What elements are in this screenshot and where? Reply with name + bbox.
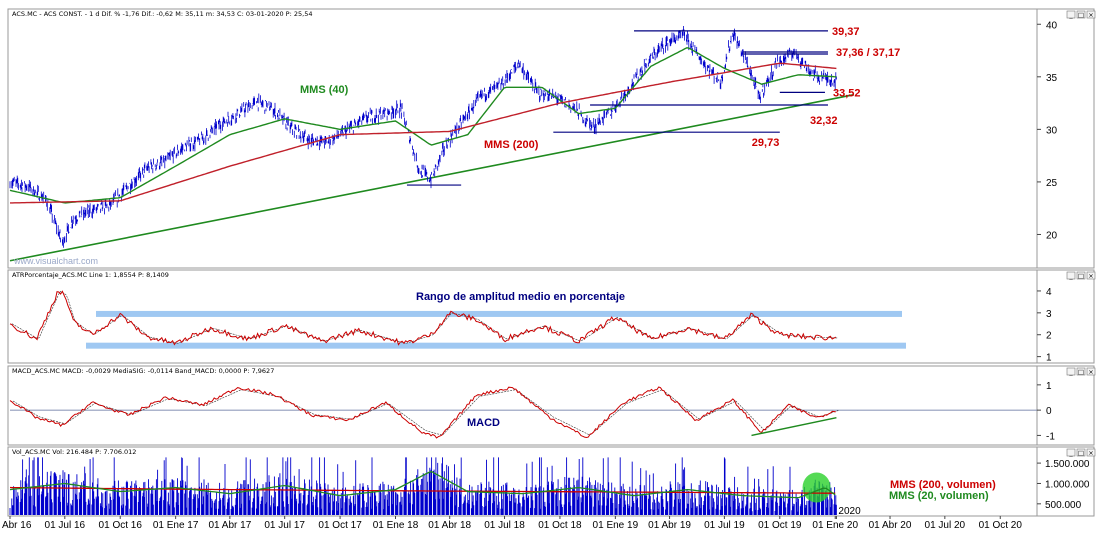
macd-divergence-line xyxy=(751,417,837,437)
price-ytick-label: 35 xyxy=(1046,73,1058,84)
resistance-39-37-label: 39,37 xyxy=(832,26,860,38)
price-ytick-label: 25 xyxy=(1046,178,1058,189)
price-minimize-button[interactable] xyxy=(1066,10,1076,19)
ma40-line xyxy=(9,46,837,204)
x-tick-label: 01 Ene 20 xyxy=(812,520,858,531)
ma40-label: MMS (40) xyxy=(300,84,349,96)
volume-minimize-button[interactable] xyxy=(1066,448,1076,457)
volume-header: Vol_ACS.MC Vol: 216.484 P: 7.706.012 xyxy=(12,448,136,456)
x-tick-label: 01 Jul 18 xyxy=(484,520,525,531)
volume-ytick-label: 500.000 xyxy=(1045,500,1082,511)
atr-ytick-label: 1 xyxy=(1046,353,1052,364)
x-tick-label: 01 Jul 19 xyxy=(704,520,745,531)
atr-line xyxy=(9,290,837,346)
macd-minimize-icon: _ xyxy=(1068,368,1073,376)
volume-ytick-label: 1.500.000 xyxy=(1045,459,1090,470)
macd-title: MACD xyxy=(467,417,500,429)
long-term-trendline xyxy=(9,93,855,262)
volume-panel[interactable]: Vol_ACS.MC Vol: 216.484 P: 7.706.012 500.… xyxy=(9,448,1090,515)
price-panel[interactable]: ACS.MC - ACS CONST. - 1 d Dif. % -1,76 D… xyxy=(9,10,1058,266)
x-tick-label: 01 Oct 18 xyxy=(538,520,582,531)
atr-lower-band xyxy=(86,342,906,349)
atr-minimize-button[interactable] xyxy=(1066,271,1076,280)
macd-panel[interactable]: MACD_ACS.MC MACD: -0,0029 MediaSIG: -0,0… xyxy=(9,367,1055,442)
x-tick-label: 01 Jul 16 xyxy=(45,520,86,531)
atr-maximize-icon: □ xyxy=(1078,272,1084,280)
price-close-button[interactable] xyxy=(1086,10,1096,19)
x-tick-label: 01 Ene 19 xyxy=(593,520,639,531)
x-tick-label: 01 Ene 18 xyxy=(373,520,419,531)
atr-upper-band xyxy=(96,310,902,317)
price-bars xyxy=(9,26,837,248)
volume-ma20-line xyxy=(9,470,836,499)
price-ytick-label: 30 xyxy=(1046,125,1058,136)
volume-maximize-icon: □ xyxy=(1078,449,1084,457)
macd-maximize-button[interactable] xyxy=(1076,367,1086,376)
macd-line xyxy=(9,386,836,439)
x-tick-label: 01 Abr 20 xyxy=(869,520,912,531)
macd-header: MACD_ACS.MC MACD: -0,0029 MediaSIG: -0,0… xyxy=(12,367,274,375)
x-tick-label: 01 Oct 20 xyxy=(979,520,1023,531)
volume-ma20-label: MMS (20, volumen) xyxy=(889,490,989,502)
x-tick-label: 01 Abr 18 xyxy=(428,520,471,531)
atr-header: ATRPorcentaje_ACS.MC Line 1: 1,8554 P: 8… xyxy=(12,271,169,279)
macd-maximize-icon: □ xyxy=(1078,368,1084,376)
macd-close-icon: × xyxy=(1088,368,1093,376)
volume-close-icon: × xyxy=(1088,449,1093,457)
volume-close-button[interactable] xyxy=(1086,448,1096,457)
macd-ytick-label: -1 xyxy=(1046,431,1055,442)
price-ytick-label: 20 xyxy=(1046,230,1058,241)
resistance-37-36-label: 37,36 / 37,17 xyxy=(836,47,900,59)
atr-ytick-label: 2 xyxy=(1046,331,1052,342)
support-33-52-label: 33,52 xyxy=(833,87,861,99)
panel-frames: _ □ × _ □ × _ □ × _ □ × xyxy=(7,8,1096,517)
price-minimize-icon: _ xyxy=(1068,11,1073,19)
x-tick-label: 01 Oct 17 xyxy=(318,520,362,531)
atr-close-button[interactable] xyxy=(1086,271,1096,280)
x-tick-label: 01 Jul 17 xyxy=(264,520,305,531)
atr-panel[interactable]: ATRPorcentaje_ACS.MC Line 1: 1,8554 P: 8… xyxy=(9,271,1052,364)
price-close-icon: × xyxy=(1088,11,1093,19)
atr-minimize-icon: _ xyxy=(1068,272,1073,280)
support-29-73-label: 29,73 xyxy=(752,137,780,149)
volume-minimize-icon: _ xyxy=(1068,449,1073,457)
atr-title: Rango de amplitud medio en porcentaje xyxy=(416,291,625,303)
atr-close-icon: × xyxy=(1088,272,1093,280)
atr-maximize-button[interactable] xyxy=(1076,271,1086,280)
macd-frame xyxy=(7,365,1095,446)
x-tick-label: 01 Abr 16 xyxy=(0,520,32,531)
price-maximize-icon: □ xyxy=(1078,11,1084,19)
x-tick-label: 01 Abr 17 xyxy=(208,520,251,531)
volume-ytick-label: 1.000.000 xyxy=(1045,479,1090,490)
volume-maximize-button[interactable] xyxy=(1076,448,1086,457)
atr-signal-line xyxy=(11,290,838,344)
atr-ytick-label: 4 xyxy=(1046,287,1052,298)
volume-ma200-line xyxy=(9,486,836,494)
x-tick-label: 01 Jul 20 xyxy=(925,520,966,531)
ma200-line xyxy=(10,62,837,204)
price-header: ACS.MC - ACS CONST. - 1 d Dif. % -1,76 D… xyxy=(12,10,312,18)
atr-ytick-label: 3 xyxy=(1046,309,1052,320)
macd-close-button[interactable] xyxy=(1086,367,1096,376)
ma200-label: MMS (200) xyxy=(484,139,539,151)
x-axis: 01 Abr 16 01 Jul 16 01 Oct 16 01 Ene 17 01 A… xyxy=(0,506,1022,531)
macd-minimize-button[interactable] xyxy=(1066,367,1076,376)
volume-highlight xyxy=(802,472,831,503)
support-32-32-label: 32,32 xyxy=(810,115,838,127)
x-tick-label: 01 Abr 19 xyxy=(648,520,691,531)
x-tick-label: 01 Oct 19 xyxy=(758,520,802,531)
x-tick-label: 01 Ene 17 xyxy=(153,520,199,531)
volume-bars xyxy=(9,457,837,515)
watermark: www.visualchart.com xyxy=(13,256,98,266)
x-tick-label: 01 Oct 16 xyxy=(99,520,143,531)
volume-ma200-label: MMS (200, volumen) xyxy=(890,479,996,491)
macd-ytick-label: 0 xyxy=(1046,406,1052,417)
macd-ytick-label: 1 xyxy=(1046,381,1052,392)
x-tick-label: 2020 xyxy=(838,506,861,517)
price-maximize-button[interactable] xyxy=(1076,10,1086,19)
price-ytick-label: 40 xyxy=(1046,20,1058,31)
